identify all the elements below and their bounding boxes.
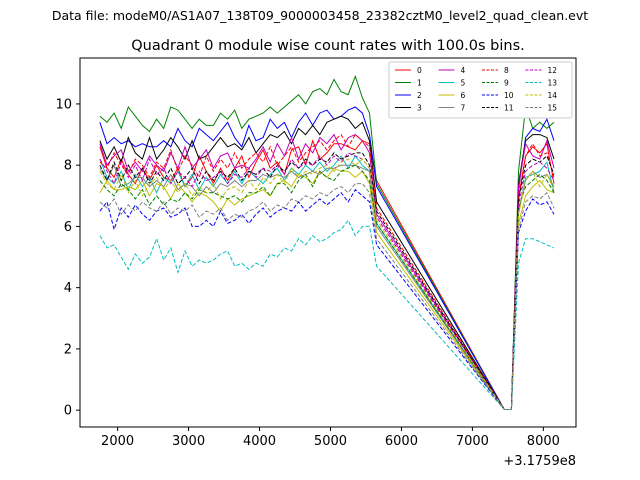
series-line-7	[99, 163, 555, 410]
x-tick-label: 4000	[243, 434, 276, 449]
legend-label-8: 8	[504, 66, 509, 75]
legend-box	[388, 61, 573, 119]
series-line-0	[99, 139, 555, 410]
legend-label-1: 1	[417, 79, 422, 88]
legend-label-10: 10	[504, 91, 514, 100]
y-tick-label: 6	[64, 220, 72, 235]
legend-label-4: 4	[461, 66, 466, 75]
series-line-3	[99, 115, 555, 410]
series-lines	[99, 74, 555, 410]
series-line-12	[99, 152, 555, 410]
y-tick-label: 2	[64, 342, 72, 357]
legend-label-15: 15	[548, 104, 558, 113]
legend-label-12: 12	[548, 66, 558, 75]
series-line-14	[99, 158, 555, 410]
y-axis: 0 2 4 6 8 10	[55, 97, 80, 419]
series-line-9	[99, 164, 555, 410]
series-line-15	[99, 183, 555, 410]
series-line-5	[99, 155, 555, 410]
y-tick-label: 10	[55, 97, 72, 112]
x-tick-label: 6000	[385, 434, 418, 449]
y-tick-label: 0	[64, 404, 72, 419]
series-line-6	[99, 167, 555, 410]
x-axis: 2000 3000 4000 5000 6000 7000 8000	[101, 427, 560, 449]
legend-label-11: 11	[504, 104, 514, 113]
x-tick-label: 5000	[314, 434, 347, 449]
legend-label-7: 7	[461, 104, 466, 113]
y-tick-label: 8	[64, 159, 72, 174]
x-tick-label: 7000	[456, 434, 489, 449]
series-line-8	[99, 133, 555, 410]
legend-label-13: 13	[548, 79, 558, 88]
legend-label-5: 5	[461, 79, 466, 88]
series-line-13	[99, 219, 555, 410]
suptitle: Data file: modeM0/AS1A07_138T09_90000034…	[52, 8, 588, 23]
series-line-2	[99, 106, 555, 410]
x-tick-label: 2000	[101, 434, 134, 449]
x-offset-label: +3.1759e8	[503, 454, 576, 469]
legend-label-3: 3	[417, 104, 422, 113]
legend-label-2: 2	[417, 91, 422, 100]
legend-label-0: 0	[417, 66, 422, 75]
x-tick-label: 3000	[172, 434, 205, 449]
series-line-4	[99, 133, 555, 410]
y-tick-label: 4	[64, 281, 72, 296]
legend-label-6: 6	[461, 91, 466, 100]
legend-label-9: 9	[504, 79, 509, 88]
x-tick-label: 8000	[527, 434, 560, 449]
series-line-10	[99, 188, 555, 410]
series-line-11	[99, 152, 555, 410]
plot-frame	[79, 57, 577, 428]
legend-label-14: 14	[548, 91, 558, 100]
series-line-1	[99, 74, 555, 410]
chart-title: Quadrant 0 module wise count rates with …	[131, 38, 525, 54]
